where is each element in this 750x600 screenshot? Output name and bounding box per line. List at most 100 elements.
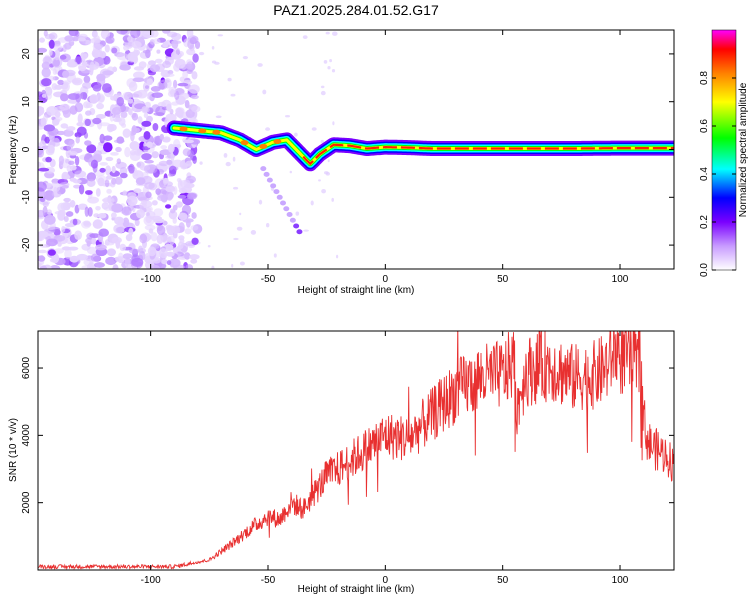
noise-blob bbox=[242, 56, 248, 60]
noise-blob bbox=[84, 140, 92, 146]
noise-blob bbox=[114, 216, 125, 225]
noise-blob bbox=[111, 47, 118, 54]
noise-blob bbox=[231, 263, 234, 268]
noise-blob bbox=[194, 41, 201, 49]
noise-blob bbox=[42, 206, 48, 216]
noise-blob bbox=[128, 81, 138, 92]
noise-blob bbox=[92, 84, 102, 92]
noise-blob bbox=[53, 248, 64, 254]
spectrogram-y-label: Frequency (Hz) bbox=[8, 116, 19, 185]
noise-blob bbox=[184, 252, 191, 260]
noise-blob bbox=[76, 122, 84, 127]
noise-blob bbox=[53, 234, 66, 242]
noise-blob bbox=[153, 112, 165, 116]
x-tick-label: -100 bbox=[141, 575, 161, 586]
noise-blob bbox=[53, 186, 58, 197]
noise-blob bbox=[185, 264, 193, 269]
noise-blob bbox=[154, 58, 163, 64]
noise-blob bbox=[78, 203, 88, 210]
noise-blob bbox=[92, 43, 104, 50]
y-tick-label: -20 bbox=[21, 237, 32, 252]
colorbar-tick-label: 0.4 bbox=[699, 167, 710, 181]
noise-blob bbox=[124, 146, 131, 158]
snr-y-ticks: 2000 4000 6000 bbox=[21, 356, 674, 514]
snr-x-ticks: -100 -50 0 50 100 bbox=[141, 331, 629, 586]
noise-blob bbox=[137, 116, 143, 124]
noise-blob bbox=[127, 35, 133, 43]
noise-blob bbox=[327, 159, 330, 163]
noise-blob bbox=[47, 249, 56, 256]
noise-blob bbox=[97, 213, 107, 219]
noise-blob bbox=[262, 89, 267, 95]
noise-blob bbox=[42, 56, 52, 65]
colorbar-tick-label: 0.0 bbox=[699, 263, 710, 277]
ridge-peak bbox=[212, 129, 221, 135]
noise-blob bbox=[143, 112, 149, 118]
noise-blob bbox=[145, 212, 150, 217]
noise-blob bbox=[57, 209, 66, 217]
noise-blob bbox=[223, 153, 228, 158]
noise-blob bbox=[95, 244, 107, 251]
noise-blob bbox=[60, 93, 69, 102]
noise-blob bbox=[98, 122, 110, 127]
noise-blob bbox=[178, 241, 184, 250]
noise-blob bbox=[165, 204, 172, 209]
noise-blob bbox=[183, 179, 191, 188]
noise-blob bbox=[78, 184, 85, 195]
noise-blob bbox=[144, 159, 154, 164]
noise-blob bbox=[320, 85, 325, 89]
noise-blob bbox=[118, 116, 126, 126]
noise-blob bbox=[65, 158, 70, 164]
noise-blob bbox=[166, 159, 173, 165]
noise-blob bbox=[45, 86, 53, 96]
noise-blob bbox=[62, 70, 70, 78]
noise-blob bbox=[286, 212, 293, 218]
noise-blob bbox=[151, 92, 164, 98]
spectral-ridge bbox=[166, 120, 674, 172]
noise-blob bbox=[144, 224, 156, 231]
noise-blob bbox=[190, 94, 199, 100]
noise-blob bbox=[276, 194, 283, 200]
noise-blob bbox=[185, 63, 194, 69]
noise-blob bbox=[239, 212, 242, 216]
noise-blob bbox=[225, 161, 231, 167]
noise-blob bbox=[273, 253, 277, 258]
noise-blob bbox=[138, 61, 147, 69]
noise-blob bbox=[124, 256, 131, 268]
noise-blob bbox=[182, 139, 194, 144]
noise-blob bbox=[133, 71, 145, 79]
noise-blob bbox=[95, 188, 101, 197]
noise-blob bbox=[115, 176, 123, 185]
y-tick-label: 10 bbox=[21, 96, 32, 108]
noise-blob bbox=[105, 175, 113, 180]
noise-blob bbox=[126, 195, 138, 206]
noise-blob bbox=[170, 225, 181, 235]
noise-blob bbox=[122, 190, 127, 196]
noise-blob bbox=[75, 136, 80, 144]
noise-blob bbox=[130, 30, 141, 39]
noise-blob bbox=[45, 225, 56, 231]
noise-blob bbox=[178, 235, 185, 241]
noise-blob bbox=[233, 186, 239, 190]
noise-blob bbox=[38, 181, 47, 192]
noise-blob bbox=[54, 50, 61, 58]
noise-blob bbox=[161, 259, 168, 265]
noise-blob bbox=[41, 78, 52, 87]
noise-blob bbox=[239, 261, 245, 266]
noise-blob bbox=[92, 219, 103, 229]
noise-blob bbox=[65, 148, 71, 159]
noise-blob bbox=[191, 237, 199, 245]
noise-blob bbox=[332, 31, 338, 36]
noise-blob bbox=[115, 146, 122, 153]
noise-blob bbox=[190, 225, 199, 231]
y-tick-label: -10 bbox=[21, 190, 32, 205]
x-tick-label: 50 bbox=[497, 274, 509, 285]
noise-blob bbox=[116, 52, 129, 61]
noise-blob bbox=[77, 113, 83, 124]
noise-blob bbox=[78, 33, 88, 39]
noise-blob bbox=[85, 190, 93, 195]
noise-blob bbox=[105, 165, 112, 176]
chart-title: PAZ1.2025.284.01.52.G17 bbox=[273, 2, 439, 18]
noise-blob bbox=[153, 218, 165, 224]
